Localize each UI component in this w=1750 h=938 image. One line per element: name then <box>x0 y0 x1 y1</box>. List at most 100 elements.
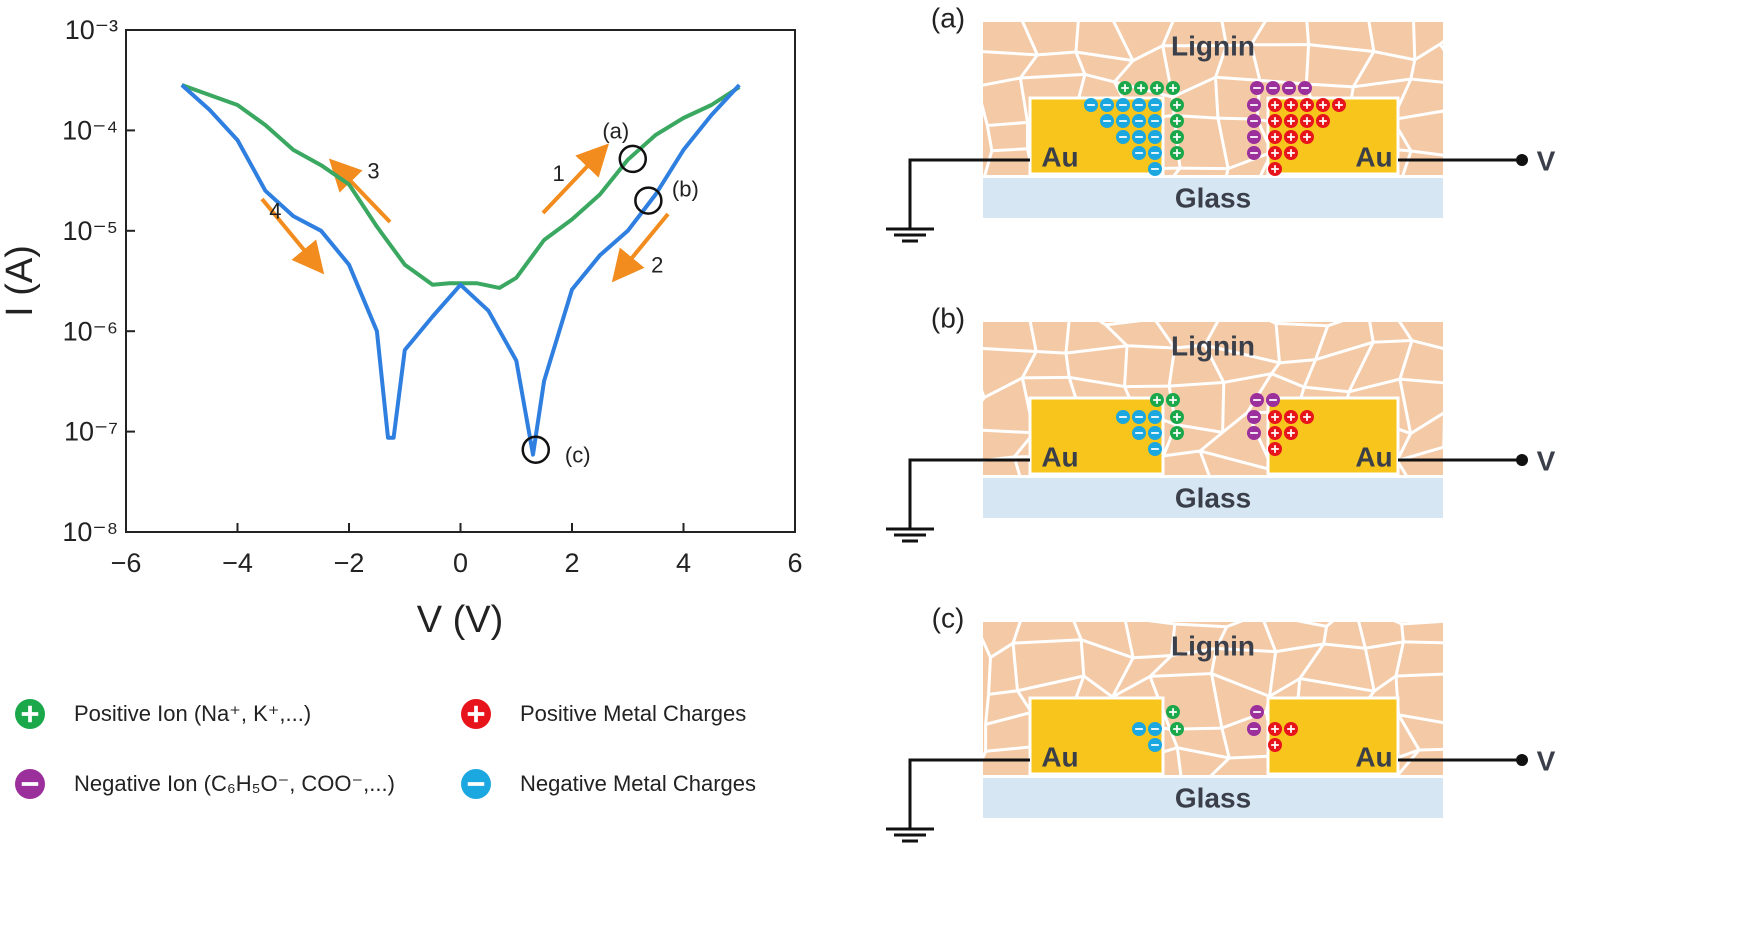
grain <box>1203 322 1220 346</box>
sweep-label: 3 <box>367 158 379 183</box>
grain <box>1392 109 1443 122</box>
state-marker <box>634 186 663 215</box>
electrode-label: Au <box>1355 441 1392 472</box>
grain <box>1441 749 1462 797</box>
grain <box>1270 372 1305 389</box>
grain <box>1307 2 1366 19</box>
panel-label: (b) <box>931 302 965 333</box>
grain <box>1399 377 1443 385</box>
x-tick-label: 0 <box>453 548 468 578</box>
grain <box>1220 727 1231 759</box>
state-marker <box>521 435 551 464</box>
grain <box>1098 322 1107 327</box>
arrow <box>611 212 670 283</box>
grain <box>1413 13 1469 22</box>
x-tick-label: 4 <box>676 548 691 578</box>
grain <box>1249 22 1267 46</box>
grain <box>1442 447 1443 450</box>
grain <box>1409 59 1417 80</box>
iv-curve <box>181 83 741 290</box>
grain <box>1210 672 1271 698</box>
legend-label: Negative Metal Charges <box>520 771 756 796</box>
grain <box>1403 640 1443 645</box>
grain <box>1459 725 1462 749</box>
panel-label: (c) <box>932 602 965 633</box>
grain <box>1352 50 1376 88</box>
y-tick-label: 10⁻⁸ <box>62 517 118 547</box>
grain <box>1011 643 1019 691</box>
wire <box>908 758 1030 829</box>
y-tick-label: 10⁻⁶ <box>63 316 118 346</box>
grain <box>1020 72 1085 80</box>
grain <box>1133 654 1172 660</box>
grain <box>1373 339 1413 344</box>
grain <box>1458 620 1462 643</box>
grain <box>1445 158 1463 196</box>
grain <box>965 463 967 498</box>
state-label: (c) <box>565 443 591 468</box>
x-tick-label: −2 <box>334 548 365 578</box>
film-label: Lignin <box>1171 30 1255 61</box>
grain <box>1353 77 1412 89</box>
grain <box>1393 622 1403 626</box>
grain <box>1167 347 1177 387</box>
grain <box>1455 311 1468 351</box>
glass <box>983 778 1443 818</box>
device-panel: (a) Lignin Au Au Glass V <box>886 2 1556 243</box>
sweep-label: 4 <box>269 198 281 223</box>
grain <box>1171 75 1217 99</box>
grain <box>1172 167 1182 175</box>
grain <box>1176 15 1222 17</box>
grain <box>983 150 994 175</box>
grain <box>1104 323 1129 347</box>
electrode-label: Au <box>1041 141 1078 172</box>
grain <box>1396 445 1443 463</box>
electrode-label: Au <box>1355 741 1392 772</box>
grain <box>1023 614 1073 620</box>
grain <box>1171 647 1217 657</box>
wire <box>908 458 1030 529</box>
grain <box>1036 350 1067 355</box>
substrate-label: Glass <box>1175 782 1251 813</box>
grain <box>1401 622 1443 626</box>
grain <box>1365 640 1404 650</box>
legend-label: Negative Ion (C₆H₅O⁻, COO⁻,...) <box>74 771 395 796</box>
grain <box>1021 350 1038 379</box>
grain <box>1174 343 1205 350</box>
arrow <box>328 158 392 224</box>
grain <box>970 612 1023 614</box>
arrow <box>541 143 610 215</box>
grain <box>1398 713 1443 725</box>
grain <box>1268 677 1301 698</box>
grain <box>987 120 1028 128</box>
grain <box>983 396 986 402</box>
grain <box>1149 672 1212 678</box>
grain <box>1012 638 1082 645</box>
grain <box>1163 449 1201 458</box>
grain <box>1123 345 1129 387</box>
grain <box>1074 51 1087 75</box>
grain <box>1214 626 1229 650</box>
glass <box>983 478 1443 518</box>
grain <box>1174 622 1227 629</box>
grain <box>1439 39 1443 46</box>
grain <box>1347 341 1375 393</box>
grain <box>983 376 1024 399</box>
grain <box>1215 75 1260 82</box>
grain <box>1082 674 1114 699</box>
grain <box>1269 322 1277 325</box>
grain <box>1323 642 1366 650</box>
grain <box>1072 622 1083 641</box>
grain <box>1458 643 1459 673</box>
grain <box>988 689 1018 696</box>
grain <box>1455 351 1461 384</box>
grain <box>983 637 992 659</box>
electrode-label: Au <box>1355 141 1392 172</box>
grain <box>1011 622 1022 644</box>
grain <box>1210 648 1218 674</box>
grain <box>1274 7 1307 19</box>
electrode <box>1266 696 1400 776</box>
grain <box>1018 77 1030 123</box>
terminal-dot <box>1516 754 1528 766</box>
x-tick-label: 6 <box>787 548 802 578</box>
